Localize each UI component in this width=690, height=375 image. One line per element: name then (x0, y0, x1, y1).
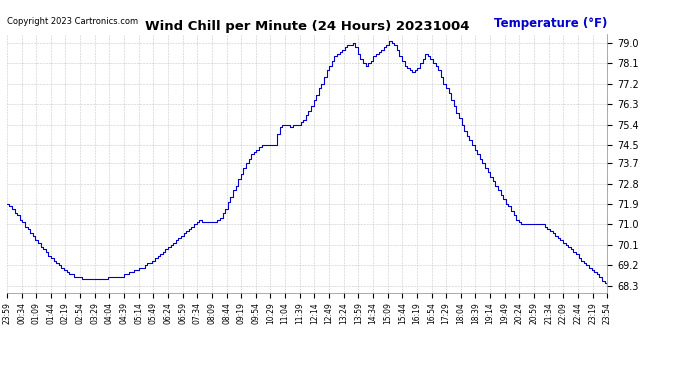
Text: Temperature (°F): Temperature (°F) (494, 17, 607, 30)
Title: Wind Chill per Minute (24 Hours) 20231004: Wind Chill per Minute (24 Hours) 2023100… (145, 20, 469, 33)
Text: Copyright 2023 Cartronics.com: Copyright 2023 Cartronics.com (7, 17, 138, 26)
